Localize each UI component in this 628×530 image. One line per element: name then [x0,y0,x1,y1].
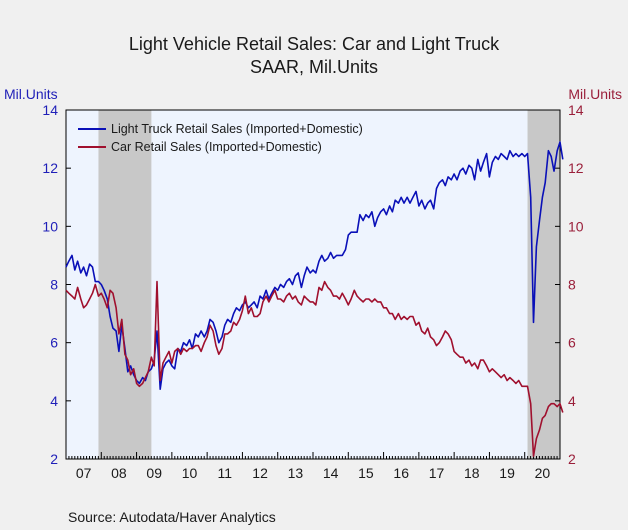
legend-label-light-truck: Light Truck Retail Sales (Imported+Domes… [111,122,363,136]
x-axis-tick-label: 13 [288,465,304,481]
right-axis-unit-label: Mil.Units [568,86,622,102]
x-axis-tick-label: 18 [464,465,480,481]
x-axis-tick-label: 16 [393,465,409,481]
right-axis-tick-label: 8 [568,277,576,293]
x-axis-tick-label: 17 [429,465,445,481]
x-axis-tick-label: 20 [535,465,551,481]
x-axis-tick-label: 19 [499,465,515,481]
series-line-car [65,280,564,457]
right-axis-tick-label: 10 [568,218,584,234]
x-axis-tick-label: 08 [111,465,127,481]
legend: Light Truck Retail Sales (Imported+Domes… [78,122,363,154]
left-axis-tick-label: 2 [50,451,58,467]
left-axis-tick-label: 8 [50,277,58,293]
x-axis-tick-label: 15 [358,465,374,481]
x-axis-tick-label: 12 [252,465,268,481]
legend-label-car: Car Retail Sales (Imported+Domestic) [111,140,322,154]
x-axis-tick-label: 14 [323,465,339,481]
chart-subtitle: SAAR, Mil.Units [250,57,378,77]
left-axis-tick-label: 10 [42,218,58,234]
right-axis-tick-label: 6 [568,335,576,351]
left-axis-tick-label: 12 [42,160,58,176]
x-axis-tick-label: 11 [218,465,233,481]
source-note: Source: Autodata/Haver Analytics [68,509,276,525]
x-axis-tick-label: 09 [146,465,162,481]
left-axis-tick-label: 14 [42,102,58,118]
left-axis-tick-label: 4 [50,393,58,409]
x-axis-tick-label: 10 [182,465,198,481]
right-axis-tick-label: 12 [568,160,584,176]
chart-title: Light Vehicle Retail Sales: Car and Ligh… [129,34,500,54]
left-axis-unit-label: Mil.Units [4,86,58,102]
x-axis-tick-label: 07 [76,465,92,481]
series-layer [65,141,564,457]
axes: 2 4 6 8 10 12 14 2 4 6 8 10 12 14 07 08 09 10 11 12 13 14 15 16… [42,102,583,481]
right-axis-tick-label: 14 [568,102,584,118]
recession-band-1 [98,110,152,459]
right-axis-tick-label: 2 [568,451,576,467]
plot-area [66,110,560,459]
right-axis-tick-label: 4 [568,393,576,409]
left-axis-tick-label: 6 [50,335,58,351]
